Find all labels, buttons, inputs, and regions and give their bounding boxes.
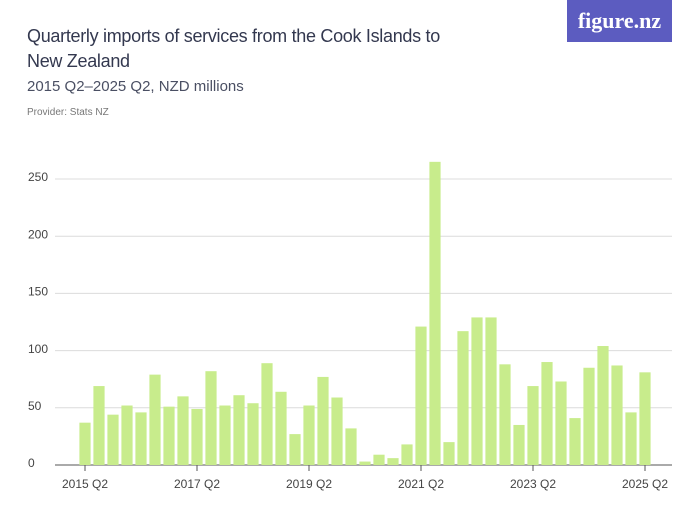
chart-title: Quarterly imports of services from the C… [27,26,440,71]
logo[interactable]: figure.nz [567,0,672,42]
x-tick-label: 2015 Q2 [62,477,108,491]
x-tick-label: 2023 Q2 [510,477,556,491]
bar [149,374,161,465]
x-tick-label: 2021 Q2 [398,477,444,491]
bar [331,397,343,465]
provider: Provider: Stats NZ [27,107,109,118]
chart-subtitle: 2015 Q2–2025 Q2, NZD millions [27,78,244,95]
bar [597,346,609,465]
bar [485,317,497,465]
bar [219,405,231,465]
bar [513,424,525,465]
bar [233,395,245,465]
bar [429,161,441,465]
bar [177,396,189,465]
bar [443,442,455,465]
bar [205,371,217,465]
y-tick-label: 200 [28,227,48,241]
bar [569,418,581,465]
bar [555,381,567,465]
bar [247,403,259,465]
bar [261,363,273,465]
bar [387,458,399,465]
x-tick-label: 2019 Q2 [286,477,332,491]
bar [345,428,357,465]
bar [611,365,623,465]
bar [275,391,287,465]
bar [457,331,469,465]
bar [625,412,637,465]
y-tick-label: 100 [28,342,48,356]
bar [541,362,553,465]
x-tick-label: 2025 Q2 [622,477,668,491]
bar [401,444,413,465]
bar [135,412,147,465]
bar [121,405,133,465]
bar [303,405,315,465]
bar [373,454,385,465]
y-tick-label: 250 [28,170,48,184]
bar [359,461,371,465]
x-tick-label: 2017 Q2 [174,477,220,491]
y-tick-label: 0 [28,456,35,470]
bar [583,367,595,465]
bar [415,326,427,465]
bar [639,372,651,465]
bar [107,414,119,465]
bar [191,408,203,465]
bar [163,406,175,465]
y-tick-label: 50 [28,399,42,413]
bar [499,364,511,465]
bar [471,317,483,465]
y-tick-label: 150 [28,285,48,299]
bar [93,386,105,465]
bar [527,386,539,465]
bar [79,422,91,465]
bar [317,376,329,465]
bar [289,434,301,465]
